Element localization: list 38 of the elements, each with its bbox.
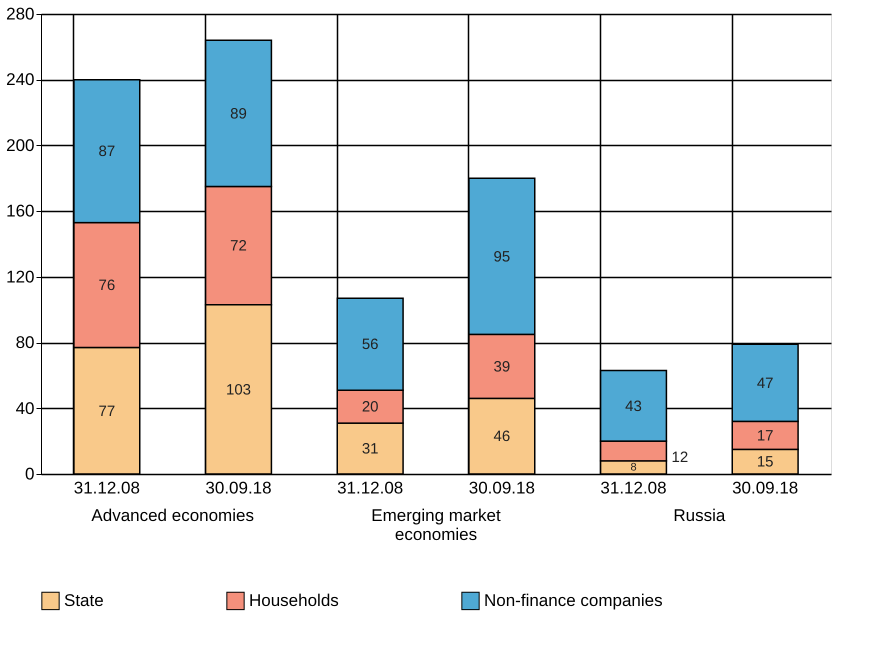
y-tick-label: 120 (6, 267, 34, 286)
data-label: 72 (230, 238, 247, 255)
x-tick-label: 30.09.18 (732, 478, 798, 498)
data-label: 89 (230, 105, 247, 122)
text: Russia (673, 506, 726, 525)
data-label: 43 (625, 398, 642, 415)
x-tick-label: 30.09.18 (205, 478, 272, 498)
text: Emerging market economies (371, 506, 501, 544)
y-tick-label: 240 (6, 70, 34, 90)
data-label: 46 (493, 428, 510, 446)
legend-label: Non-finance companies (484, 590, 663, 610)
data-label: 31 (362, 440, 379, 458)
x-tick-label: 31.12.08 (600, 478, 667, 498)
legend-label: State (64, 590, 104, 610)
data-label: 95 (493, 248, 510, 266)
data-label: 56 (362, 336, 379, 354)
y-tick-label: 80 (16, 333, 34, 352)
y-tick-label: 40 (16, 398, 34, 418)
y-tick-label: 160 (6, 202, 34, 221)
data-label: 20 (362, 398, 379, 416)
data-label: 47 (756, 374, 774, 392)
text: Advanced economies (91, 506, 254, 525)
x-tick-label: 31.12.08 (337, 478, 404, 498)
data-label: 39 (493, 358, 510, 376)
data-label: 12 (672, 449, 688, 466)
data-label: 87 (98, 143, 116, 160)
x-tick-label: 31.12.08 (74, 478, 140, 498)
data-label: 76 (98, 277, 116, 294)
data-label: 17 (756, 427, 774, 444)
data-label: 15 (756, 454, 774, 471)
data-label: 8 (630, 461, 637, 474)
data-label: 77 (98, 402, 116, 420)
x-tick-label: 30.09.18 (468, 478, 535, 498)
y-tick-label: 200 (6, 136, 34, 155)
y-tick-label: 280 (6, 4, 34, 24)
legend-label: Households (249, 590, 339, 610)
y-tick-label: 0 (25, 464, 34, 484)
data-label: 103 (226, 381, 252, 398)
